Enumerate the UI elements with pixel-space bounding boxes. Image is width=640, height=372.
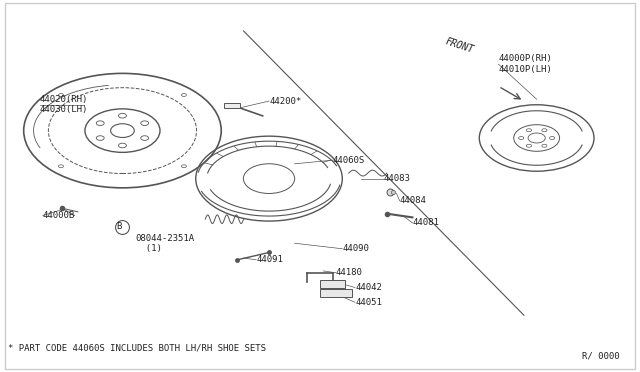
Text: 44060S: 44060S	[333, 155, 365, 165]
Text: 44081: 44081	[412, 218, 439, 227]
Text: 44090: 44090	[342, 244, 369, 253]
Text: 44051: 44051	[355, 298, 382, 307]
FancyBboxPatch shape	[225, 103, 241, 109]
Text: 44020(RH)
44030(LH): 44020(RH) 44030(LH)	[40, 95, 88, 115]
Text: 44200*: 44200*	[269, 97, 301, 106]
Text: 44084: 44084	[399, 196, 426, 205]
Text: 44000P(RH)
44010P(LH): 44000P(RH) 44010P(LH)	[499, 54, 552, 74]
Text: FRONT: FRONT	[444, 36, 476, 55]
FancyBboxPatch shape	[320, 289, 352, 297]
Text: 44042: 44042	[355, 283, 382, 292]
Text: 08044-2351A
  (1): 08044-2351A (1)	[135, 234, 195, 253]
Text: * PART CODE 44060S INCLUDES BOTH LH/RH SHOE SETS: * PART CODE 44060S INCLUDES BOTH LH/RH S…	[8, 344, 266, 353]
Text: 44083: 44083	[384, 174, 411, 183]
Text: 44091: 44091	[256, 255, 283, 264]
Text: R/ 0000: R/ 0000	[582, 351, 620, 360]
Text: 44180: 44180	[336, 268, 363, 277]
FancyBboxPatch shape	[320, 280, 346, 288]
Text: 44000B: 44000B	[43, 211, 75, 220]
Text: B: B	[116, 222, 122, 231]
